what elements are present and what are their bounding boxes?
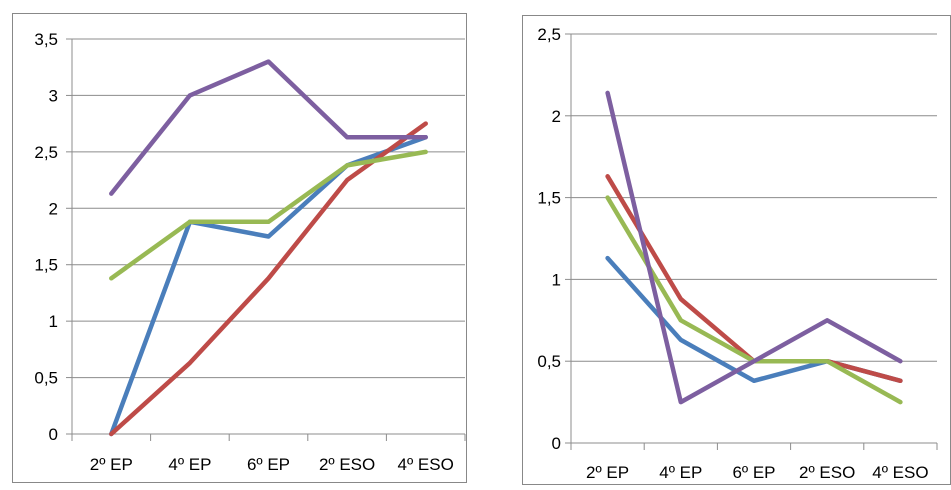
x-tick-label: 4º EP [659,463,702,482]
chart-panel-right: 0 0,5 1 1,5 2 2,5 2º EP 4º EP 6º EP 2º ESO 4º ESO [510,0,951,485]
series-line-3 [109,149,428,281]
line-chart-left: 0 0,5 1 1,5 2 2,5 3 3,5 2º EP 4º EP 6º EP 2º ESO 4º … [12,13,467,483]
y-tick-label: 0 [552,434,561,453]
y-tick-label: 2 [552,107,561,126]
y-tick-label: 0 [49,425,58,444]
y-tick-label: 3 [49,86,58,105]
x-tick-label: 2º EP [90,455,133,474]
x-tick-label: 2º ESO [799,463,855,482]
y-tick-label: 0,5 [537,352,561,371]
series-line-1 [109,134,428,437]
y-tick-label: 1 [49,312,58,331]
y-tick-label: 0,5 [34,369,58,388]
chart-panel-left: 0 0,5 1 1,5 2 2,5 3 3,5 2º EP 4º EP 6º EP 2º ESO 4º … [0,0,468,485]
y-tick-label: 3,5 [34,30,58,49]
series-line-3 [605,195,903,405]
y-tick-label: 2,5 [34,143,58,162]
chart-frame [12,13,467,483]
line-chart-right: 0 0,5 1 1,5 2 2,5 2º EP 4º EP 6º EP 2º ESO 4º ESO [522,15,951,485]
chart-frame [522,15,951,485]
series-line-2 [109,121,428,437]
x-tick-label: 4º EP [168,455,211,474]
x-tick-label: 2º EP [586,463,629,482]
series-line-4 [109,59,428,196]
x-tick-label: 2º ESO [319,455,375,474]
x-tick-label: 6º EP [247,455,290,474]
series-line-4 [605,90,903,405]
y-tick-label: 2 [49,199,58,218]
y-tick-label: 1,5 [34,256,58,275]
x-tick-label: 6º EP [732,463,775,482]
y-tick-label: 1,5 [537,189,561,208]
x-tick-label: 4º ESO [872,463,928,482]
x-tick-label: 4º ESO [398,455,454,474]
y-tick-label: 2,5 [537,25,561,44]
y-tick-label: 1 [552,270,561,289]
